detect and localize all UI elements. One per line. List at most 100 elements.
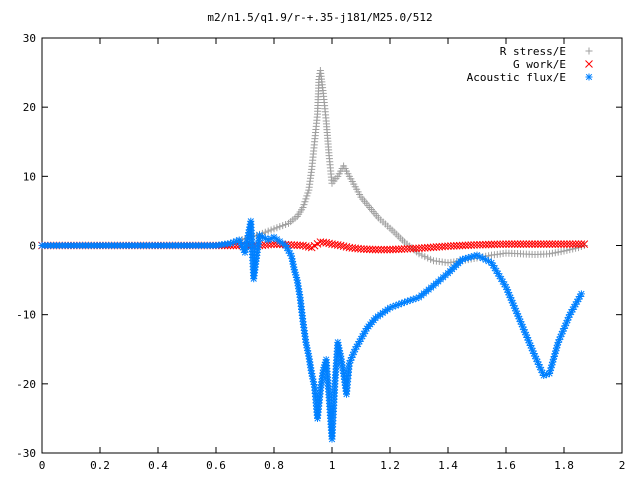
data-point	[545, 240, 554, 248]
data-point	[464, 241, 473, 250]
data-point	[261, 228, 269, 236]
data-point	[409, 295, 417, 303]
data-point	[532, 355, 540, 363]
data-point	[534, 240, 542, 248]
data-point	[447, 242, 455, 250]
data-point	[546, 367, 554, 375]
series-0	[38, 67, 588, 267]
data-point	[267, 226, 275, 234]
data-point	[461, 241, 470, 250]
data-point	[270, 233, 278, 241]
data-point	[406, 244, 415, 253]
data-point	[336, 347, 344, 355]
y-tick-label: -10	[16, 309, 36, 322]
data-point	[499, 240, 507, 249]
data-point	[516, 240, 525, 248]
data-point	[421, 253, 429, 261]
data-point	[536, 363, 544, 371]
data-point	[304, 349, 312, 357]
data-point	[241, 248, 249, 256]
data-point	[563, 316, 571, 324]
data-point	[353, 343, 361, 351]
data-point	[365, 245, 374, 254]
data-point	[558, 330, 566, 338]
data-point	[310, 381, 318, 389]
data-point	[309, 378, 317, 386]
data-point	[302, 242, 310, 251]
data-point	[264, 236, 272, 244]
data-point	[319, 366, 327, 374]
data-point	[360, 330, 368, 338]
data-point	[478, 240, 487, 249]
data-point	[288, 255, 296, 263]
data-point	[567, 308, 575, 316]
data-point	[546, 250, 553, 258]
data-point	[243, 240, 251, 248]
data-point	[303, 344, 311, 352]
data-point	[438, 242, 447, 251]
data-point	[403, 297, 411, 305]
data-point	[550, 352, 558, 360]
x-tick-label: 1.4	[438, 459, 458, 472]
data-point	[357, 335, 365, 343]
data-point	[494, 270, 502, 278]
data-point	[571, 240, 580, 248]
data-point	[519, 323, 527, 331]
data-point	[292, 273, 300, 281]
chart-title: m2/n1.5/q1.9/r-+.35-j181/M25.0/512	[207, 11, 432, 24]
data-point	[283, 244, 291, 252]
data-point	[557, 240, 565, 248]
x-tick-label: 1.2	[380, 459, 400, 472]
data-point	[554, 240, 563, 248]
data-point	[398, 299, 406, 307]
data-point	[285, 247, 292, 255]
x-tick-label: 0	[39, 459, 46, 472]
data-point	[505, 240, 513, 248]
data-point	[515, 315, 523, 323]
data-point	[452, 241, 461, 250]
data-point	[563, 240, 571, 248]
data-point	[229, 238, 237, 246]
data-point	[557, 248, 565, 256]
data-point	[543, 370, 551, 378]
data-point	[368, 245, 377, 254]
data-point	[276, 223, 284, 231]
data-point	[513, 240, 522, 248]
data-point	[549, 358, 557, 366]
data-point	[568, 240, 577, 248]
data-point	[577, 290, 585, 298]
data-point	[418, 244, 426, 252]
data-point	[524, 336, 532, 344]
data-point	[261, 234, 269, 242]
data-point	[551, 249, 559, 257]
data-point	[505, 291, 513, 299]
data-point	[518, 320, 526, 328]
data-point	[473, 240, 481, 249]
data-point	[488, 259, 495, 267]
data-point	[467, 241, 476, 249]
data-point	[479, 254, 487, 262]
x-tick-label: 1	[329, 459, 336, 472]
data-point	[374, 245, 383, 254]
data-point	[514, 312, 522, 320]
data-point	[551, 240, 560, 248]
data-point	[336, 241, 345, 250]
series-2	[38, 217, 585, 443]
data-point	[345, 359, 353, 367]
data-point	[500, 280, 508, 288]
data-point	[562, 319, 570, 327]
data-point	[227, 239, 234, 247]
data-point	[304, 189, 312, 197]
data-point	[492, 267, 500, 275]
data-point	[429, 243, 438, 252]
data-point	[561, 322, 569, 330]
data-point	[470, 241, 478, 249]
data-point	[300, 201, 308, 209]
data-point	[243, 237, 251, 245]
data-point	[357, 245, 365, 253]
data-point	[435, 242, 444, 251]
data-point	[238, 241, 246, 249]
data-point	[572, 244, 580, 252]
data-point	[267, 235, 275, 243]
